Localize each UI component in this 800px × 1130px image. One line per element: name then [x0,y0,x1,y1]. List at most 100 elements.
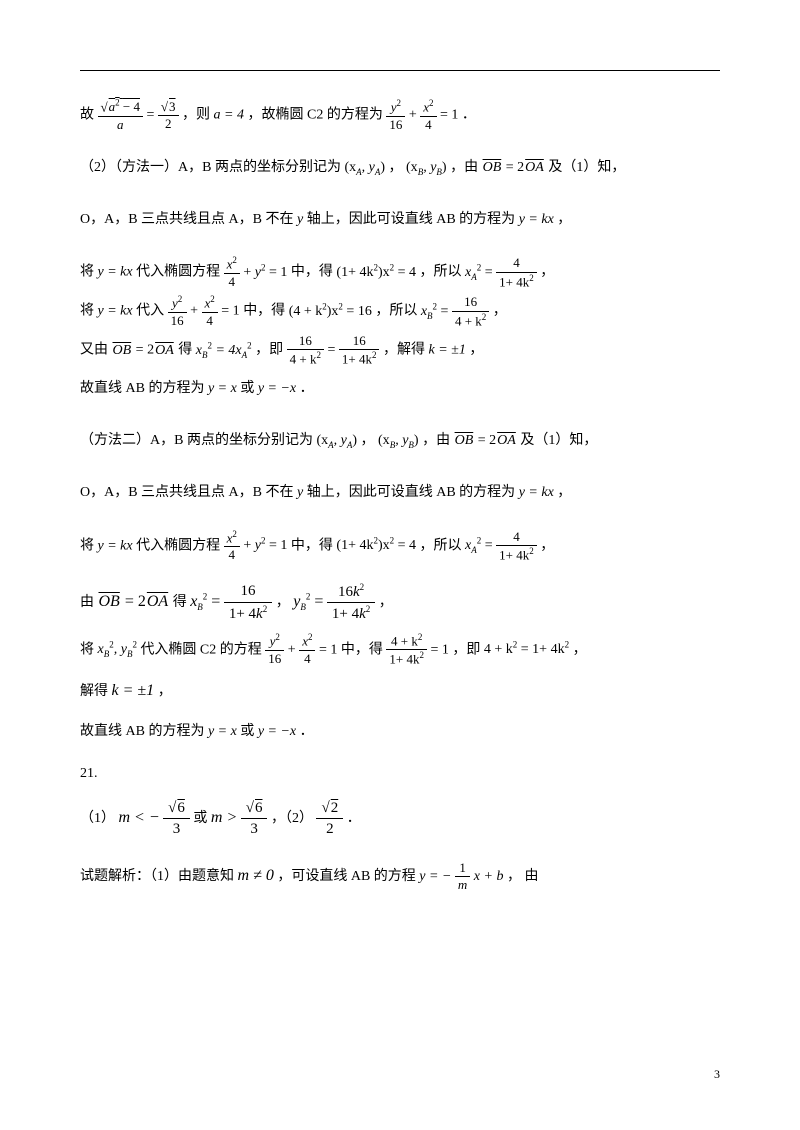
text: ，由 [450,160,478,175]
eq1: = 1 [440,108,458,123]
text: 将 [80,304,94,319]
text: ， [540,265,554,280]
text: ， [469,343,483,358]
text: ， [557,212,571,227]
math: k = ±1 [112,682,155,699]
text-line: 解得 k = ±1 ， [80,673,720,710]
math: a = 4 [214,108,244,123]
text: ， [361,433,375,448]
text: 故 [80,108,94,123]
fraction: 16 1+ 4k2 [339,334,380,367]
fraction: √2 2 [316,800,343,838]
text-line: （1） m < − √6 3 或 m > √6 3 ，（2） √2 2 ． [80,800,720,838]
eq1: = 1 [221,304,239,319]
fraction: √6 3 [241,800,268,838]
text: 或 [240,724,254,739]
text-line: O，A，B 三点共线且点 A，B 不在 y 轴上，因此可设直线 AB 的方程为 … [80,204,720,236]
text: 及（1）知， [520,433,597,448]
fraction: 4 1+ 4k2 [496,530,537,563]
text-line: 故直线 AB 的方程为 y = x 或 y = −x ． [80,373,720,405]
text: 中，得 [291,265,333,280]
page-number: 3 [714,1067,720,1082]
text: 代入 [136,304,164,319]
math: xA2 = [465,538,493,553]
text: 代入椭圆方程 [136,265,220,280]
text: 中，得 [243,304,285,319]
math: 4 + k2 = 1+ 4k2 [484,642,569,657]
fraction: √6 3 [163,800,190,838]
text-line: （2）（方法一）A，B 两点的坐标分别记为 (xA, yA) ， (xB, yB… [80,152,720,184]
text: 将 [80,642,94,657]
vector: OB = 2OA [98,593,170,610]
fraction: 16 4 + k2 [287,334,324,367]
coord: (xB, yB) [406,160,447,175]
text: ，故椭圆 C2 的方程为 [247,108,382,123]
math: y = −x [258,381,296,396]
eq1: = 1 [319,642,337,657]
plus: + [190,304,198,319]
text: （方法二）A，B 两点的坐标分别记为 [80,433,313,448]
text: 及（1）知， [548,160,625,175]
text: 将 [80,538,94,553]
math: y [297,485,303,500]
math: y [297,212,303,227]
fraction: 1 m [455,861,470,893]
text: 或 [240,381,254,396]
text: ． [347,811,361,826]
text: 轴上，因此可设直线 AB 的方程为 [307,212,515,227]
text-line: 将 xB2, yB2 代入椭圆 C2 的方程 y2 16 + x2 4 = 1 … [80,633,720,667]
math: m > [211,809,237,826]
coord: (xA, yA) [316,433,357,448]
plus: + [409,108,417,123]
math: + y2 = 1 [243,265,287,280]
fraction: x2 4 [420,99,436,132]
text: ， [158,684,172,699]
fraction: y2 16 [265,633,284,666]
equals: = [146,108,154,123]
fraction: x2 4 [224,530,240,563]
text: 代入椭圆方程 [136,538,220,553]
math: k = ±1 [428,343,465,358]
text: ， [493,304,507,319]
math: y = − [419,869,451,884]
text: 中，得 [291,538,333,553]
fraction: x2 4 [202,295,218,328]
text: 得 [178,343,192,358]
text: 故直线 AB 的方程为 [80,724,204,739]
text: ，解得 [383,343,425,358]
text: 代入椭圆 C2 的方程 [140,642,261,657]
math: y = x [208,724,237,739]
text-line: 将 y = kx 代入 y2 16 + x2 4 = 1 中，得 (4 + k2… [80,295,720,328]
coord: (xB, yB) [378,433,419,448]
text: ， [557,485,571,500]
math: y = kx [519,485,554,500]
vector: OB = 2OA [482,160,545,175]
math: y = kx [98,538,133,553]
text: 将 [80,265,94,280]
text-line: 故直线 AB 的方程为 y = x 或 y = −x ． [80,716,720,748]
fraction: 16k2 1+ 4k2 [327,583,375,623]
math: y = −x [258,724,296,739]
math: y = x [208,381,237,396]
text-line: O，A，B 三点共线且点 A，B 不在 y 轴上，因此可设直线 AB 的方程为 … [80,477,720,509]
text: ，由 [422,433,450,448]
text-line: 又由 OB = 2OA 得 xB2 = 4xA2 ，即 16 4 + k2 = … [80,334,720,367]
problem-label: 21. [80,758,720,790]
fraction: y2 16 [386,99,405,132]
math: y = kx [98,265,133,280]
fraction: x2 4 [224,256,240,289]
vector: OB = 2OA [112,343,175,358]
plus: + [288,642,296,657]
text-line: 将 y = kx 代入椭圆方程 x2 4 + y2 = 1 中，得 (1+ 4k… [80,530,720,563]
text: ，所以 [420,265,462,280]
fraction: 4 + k2 1+ 4k2 [386,633,427,667]
fraction: 16 1+ 4k2 [224,583,272,622]
math: + y2 = 1 [243,538,287,553]
text: 或 [193,811,207,826]
text: （2）（方法一）A，B 两点的坐标分别记为 [80,160,341,175]
text-line: 由 OB = 2OA 得 xB2 = 16 1+ 4k2 ， yB2 = 16k… [80,583,720,623]
text: ， [389,160,403,175]
text: 试题解析：（1）由题意知 [80,869,234,884]
text: ， [573,642,587,657]
math: x + b [474,869,504,884]
